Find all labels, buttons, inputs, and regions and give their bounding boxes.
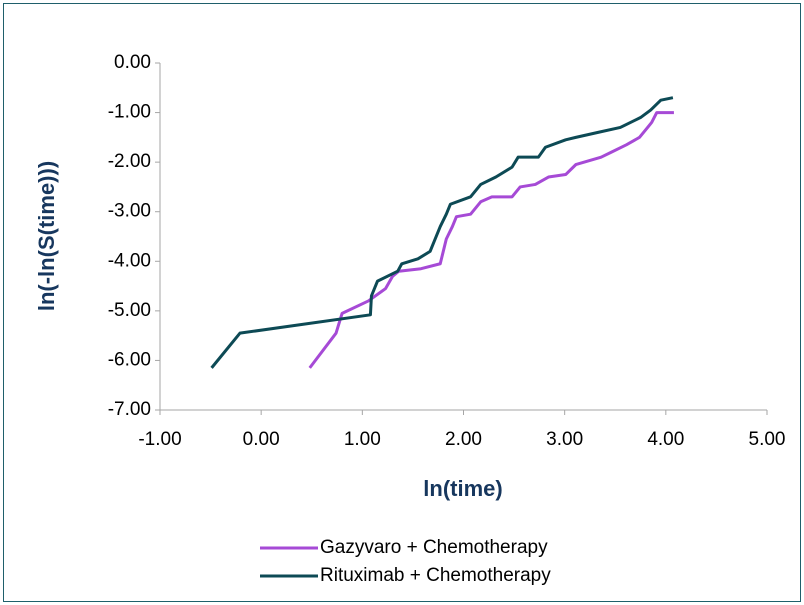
y-tick-label: -4.00 xyxy=(108,250,151,271)
x-tick-label: 4.00 xyxy=(647,429,684,450)
y-tick-label: -3.00 xyxy=(108,201,151,222)
y-tick-label: -1.00 xyxy=(108,102,151,123)
chart-border xyxy=(3,3,801,602)
legend-label: Rituximab + Chemotherapy xyxy=(320,565,551,586)
x-tick-label: 2.00 xyxy=(445,429,482,450)
y-tick-label: -7.00 xyxy=(108,399,151,420)
y-axis-title: ln(-ln(S(time))) xyxy=(34,161,59,311)
data-line xyxy=(210,96,674,369)
x-tick-label: -1.00 xyxy=(138,429,181,450)
y-tick-label: -6.00 xyxy=(108,349,151,370)
data-line xyxy=(308,111,674,369)
x-tick-label: 1.00 xyxy=(344,429,381,450)
y-tick-label: -5.00 xyxy=(108,300,151,321)
x-tick-label: 5.00 xyxy=(749,429,786,450)
x-tick-label: 3.00 xyxy=(546,429,583,450)
x-tick-label: 0.00 xyxy=(243,429,280,450)
x-axis-title: ln(time) xyxy=(423,476,502,501)
y-tick-label: -2.00 xyxy=(108,151,151,172)
legend-label: Gazyvaro + Chemotherapy xyxy=(320,537,548,558)
y-tick-label: 0.00 xyxy=(114,52,151,73)
